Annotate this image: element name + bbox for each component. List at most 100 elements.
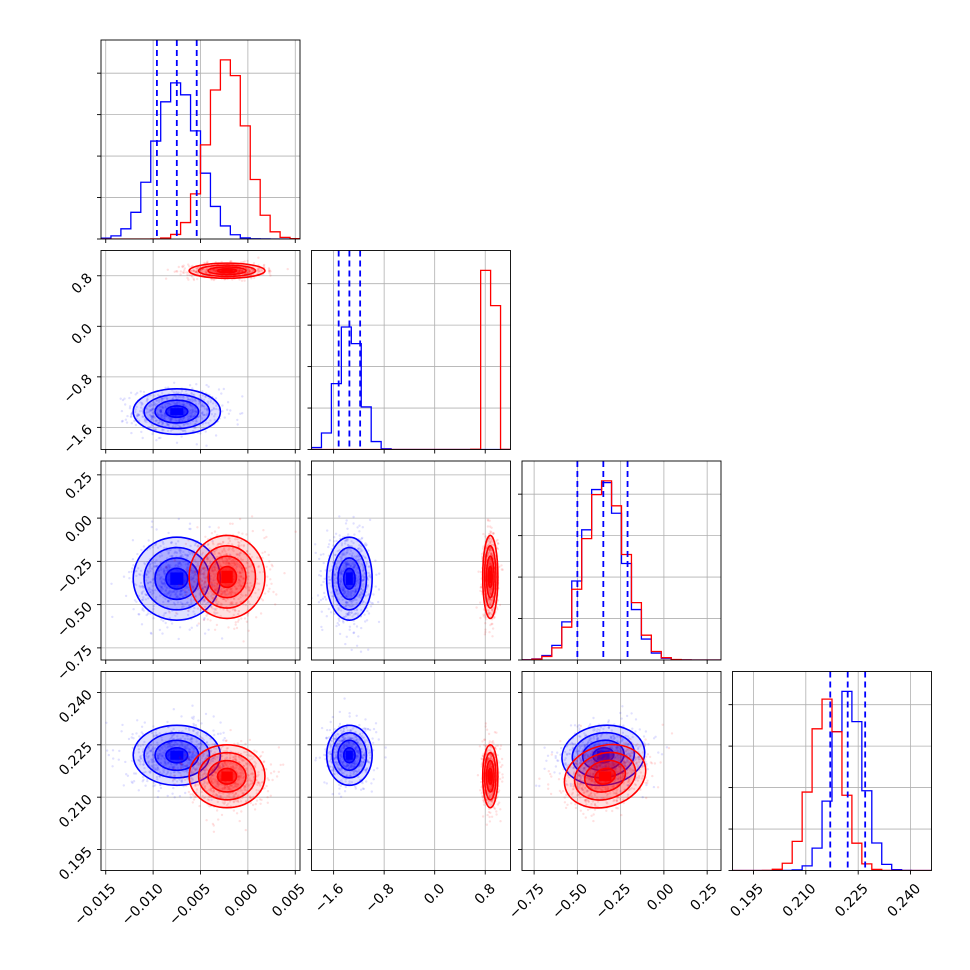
scatter-point [212,569,215,573]
scatter-point [149,394,152,397]
scatter-point [240,270,244,273]
scatter-point [156,393,160,396]
scatter-point [160,415,163,419]
scatter-point [176,563,179,566]
scatter-point [135,574,138,578]
scatter-point [151,584,154,588]
scatter-point [345,563,348,566]
scatter-point [196,607,199,610]
density-peak [221,570,233,584]
scatter-point [229,409,232,412]
scatter-point [496,538,499,542]
scatter-point [122,575,126,578]
scatter-point [234,538,237,541]
scatter-point [179,601,182,604]
scatter-point [206,543,210,547]
scatter-point [241,570,244,573]
scatter-point [238,268,242,271]
scatter-point [144,784,147,787]
scatter-point [174,591,177,594]
scatter-point [326,529,329,532]
scatter-point [131,733,134,736]
scatter-point [193,412,197,415]
scatter-point [215,588,218,591]
scatter-point [221,549,224,552]
scatter-point [377,620,381,624]
scatter-point [220,603,224,606]
scatter-point [161,582,164,585]
scatter-point [145,399,148,403]
scatter-point [182,605,185,608]
scatter-point [163,418,166,421]
scatter-point [188,522,192,525]
scatter-point [214,413,217,416]
scatter-point [170,555,174,558]
scatter-point [111,615,114,619]
scatter-point [161,429,164,432]
scatter-point [160,413,163,417]
scatter-point [203,577,207,580]
scatter-point [229,560,233,563]
scatter-point [314,551,317,555]
scatter-point [212,278,216,282]
scatter-point [157,436,161,440]
scatter-point [239,269,242,272]
scatter-point [209,578,213,581]
scatter-point [238,565,241,568]
scatter-point [205,413,209,417]
scatter-point [152,784,155,788]
scatter-point [240,559,243,562]
scatter-point [191,405,194,408]
scatter-point [275,593,278,596]
scatter-point [238,545,241,548]
scatter-point [195,443,198,446]
scatter-point [185,271,188,274]
scatter-point [194,565,198,568]
scatter-point [234,562,237,565]
scatter-point [226,593,229,596]
scatter-point [185,405,188,408]
scatter-point [193,544,197,547]
scatter-point [357,635,360,638]
scatter-point [147,539,150,542]
scatter-point [164,589,167,593]
scatter-point [211,607,214,610]
scatter-point [486,525,490,528]
scatter-point [205,408,209,411]
scatter-point [222,561,226,565]
scatter-point [156,564,159,568]
scatter-point [212,585,215,588]
scatter-point [159,576,162,579]
scatter-point [238,571,242,575]
scatter-point [365,619,369,622]
scatter-point [234,564,237,567]
scatter-point [216,567,220,570]
scatter-point [232,561,236,564]
scatter-point [191,387,194,390]
scatter-point [320,625,323,629]
scatter-point [239,564,243,568]
scatter-point [203,598,206,601]
scatter-point [147,581,150,584]
scatter-point [186,415,189,419]
scatter-point [146,779,149,783]
scatter-point [202,618,206,622]
scatter-point [190,391,193,395]
scatter-point [159,566,163,569]
scatter-point [119,397,122,400]
scatter-point [209,560,212,564]
scatter-point [205,271,208,274]
scatter-point [345,594,348,597]
scatter-point [361,579,364,582]
scatter-point [159,397,162,400]
scatter-point [178,424,181,427]
scatter-point [195,586,198,589]
scatter-point [340,609,343,612]
scatter-point [195,569,198,572]
scatter-point [256,596,260,599]
scatter-point [369,605,373,608]
scatter-point [231,601,234,604]
scatter-point [161,421,164,425]
scatter-point [207,421,210,425]
scatter-point [216,732,220,736]
